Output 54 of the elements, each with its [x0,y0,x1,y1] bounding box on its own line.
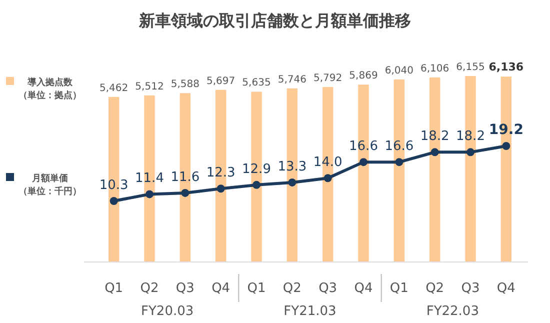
data-label: 5,869 [349,70,378,82]
data-label: 14.0 [313,155,342,170]
data-label: 6,155 [456,62,485,73]
point [146,190,154,198]
data-label: 18.2 [456,129,485,144]
point [502,142,510,150]
data-label: 10.3 [99,178,128,193]
point [360,158,368,166]
point [466,148,474,156]
data-label: 11.6 [170,170,200,185]
point [395,158,404,166]
text: FY22.03 [426,304,479,319]
data-label: 16.6 [349,139,378,154]
data-label: 6,136 [488,60,524,74]
x-tick-label: Q1 [104,281,124,296]
data-label: 5,697 [206,76,236,87]
legend-label: 導入拠点数（単位：拠点） [18,76,82,101]
data-label: 6,040 [384,65,414,76]
data-label: 5,588 [170,79,200,90]
data-label: 6,106 [420,63,450,74]
x-tick-label: Q2 [426,281,444,296]
point [181,188,190,197]
point [110,197,118,205]
point [430,148,439,156]
x-tick-label: Q4 [354,281,373,296]
text: FY20.03 [141,304,194,319]
data-label: 16.6 [384,139,414,154]
chart-title: 新車領域の取引店舗数と月額単価推移 [138,11,411,30]
x-tick-label: Q3 [176,281,194,296]
data-label: 5,746 [278,74,306,86]
data-label: 18.2 [420,129,450,144]
point [288,178,296,186]
x-tick-label: Q2 [282,281,302,296]
x-tick-label: Q1 [390,281,408,296]
x-tick-label: Q4 [212,281,230,296]
data-label: 12.3 [206,166,236,181]
x-tick-label: Q4 [496,281,516,296]
data-label: 12.9 [242,162,271,177]
x-tick-label: Q3 [461,281,480,296]
data-label: 5,512 [135,81,164,92]
data-label: 5,792 [314,72,342,84]
text: FY21.03 [284,304,336,319]
data-label: 13.3 [278,159,307,174]
point [216,184,225,193]
legend-label: 月額単価（単位：千円） [18,173,82,197]
data-label: 11.4 [135,171,164,186]
point [324,174,332,182]
data-label: 19.2 [488,122,524,138]
data-label: 5,462 [100,82,128,94]
data-label: 5,635 [242,78,271,89]
x-tick-label: Q3 [318,281,338,296]
point [252,180,260,189]
x-tick-label: Q1 [247,281,266,296]
x-tick-label: Q2 [140,281,159,296]
